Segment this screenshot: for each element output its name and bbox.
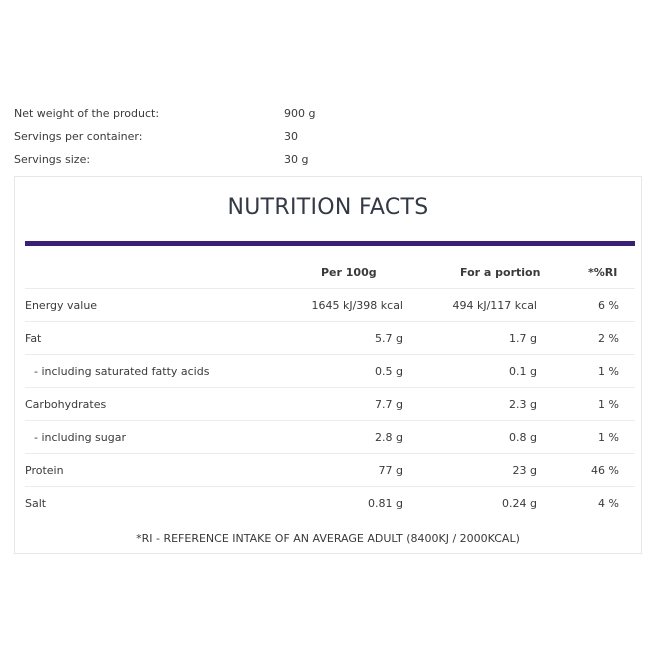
ri-footnote: *RI - REFERENCE INTAKE OF AN AVERAGE ADU… xyxy=(136,532,520,545)
value-per-100g: 1645 kJ/398 kcal xyxy=(311,299,403,312)
value-per-100g: 5.7 g xyxy=(375,332,403,345)
title-accent-bar xyxy=(25,241,635,246)
nutrition-facts-panel: NUTRITION FACTS Per 100g For a portion *… xyxy=(14,176,642,554)
value-ri: 2 % xyxy=(598,332,619,345)
table-row-protein: Protein 77 g 23 g 46 % xyxy=(25,454,635,487)
nutrition-table: Per 100g For a portion *%RI Energy value… xyxy=(25,256,635,520)
value-ri: 1 % xyxy=(598,431,619,444)
meta-label: Servings size: xyxy=(14,153,91,166)
header-ri: *%RI xyxy=(588,266,618,279)
value-ri: 46 % xyxy=(591,464,619,477)
meta-row-serving-size: Servings size: 30 g xyxy=(14,150,634,173)
value-per-portion: 0.1 g xyxy=(509,365,537,378)
nutrient-name: - including sugar xyxy=(34,431,127,444)
value-ri: 6 % xyxy=(598,299,619,312)
value-ri: 1 % xyxy=(598,398,619,411)
table-header-row: Per 100g For a portion *%RI xyxy=(25,256,635,289)
nutrient-name: Salt xyxy=(25,497,47,510)
value-per-portion: 0.24 g xyxy=(502,497,537,510)
nutrient-name: Energy value xyxy=(25,299,98,312)
value-per-100g: 2.8 g xyxy=(375,431,403,444)
value-per-100g: 0.5 g xyxy=(375,365,403,378)
meta-label: Servings per container: xyxy=(14,130,143,143)
nutrient-name: Fat xyxy=(25,332,42,345)
meta-value: 900 g xyxy=(284,107,316,120)
table-row-sugar: - including sugar 2.8 g 0.8 g 1 % xyxy=(25,421,635,454)
value-ri: 1 % xyxy=(598,365,619,378)
nutrition-facts-title: NUTRITION FACTS xyxy=(227,195,429,220)
value-per-100g: 77 g xyxy=(378,464,403,477)
value-ri: 4 % xyxy=(598,497,619,510)
meta-value: 30 g xyxy=(284,153,309,166)
value-per-portion: 0.8 g xyxy=(509,431,537,444)
table-row-fat: Fat 5.7 g 1.7 g 2 % xyxy=(25,322,635,355)
value-per-portion: 1.7 g xyxy=(509,332,537,345)
meta-row-servings-per-container: Servings per container: 30 xyxy=(14,127,634,150)
meta-label: Net weight of the product: xyxy=(14,107,160,120)
meta-row-net-weight: Net weight of the product: 900 g xyxy=(14,104,634,127)
product-meta: Net weight of the product: 900 g Serving… xyxy=(14,104,634,173)
table-row-carbohydrates: Carbohydrates 7.7 g 2.3 g 1 % xyxy=(25,388,635,421)
table-row-salt: Salt 0.81 g 0.24 g 4 % xyxy=(25,487,635,520)
value-per-100g: 0.81 g xyxy=(368,497,403,510)
nutrient-name: Protein xyxy=(25,464,64,477)
header-per-portion: For a portion xyxy=(460,266,541,279)
nutrient-name: - including saturated fatty acids xyxy=(34,365,210,378)
nutrient-name: Carbohydrates xyxy=(25,398,107,411)
value-per-portion: 23 g xyxy=(512,464,537,477)
header-per-100g: Per 100g xyxy=(321,266,377,279)
value-per-portion: 494 kJ/117 kcal xyxy=(452,299,537,312)
meta-value: 30 xyxy=(284,130,298,143)
table-row-energy: Energy value 1645 kJ/398 kcal 494 kJ/117… xyxy=(25,289,635,322)
table-row-saturated-fat: - including saturated fatty acids 0.5 g … xyxy=(25,355,635,388)
value-per-portion: 2.3 g xyxy=(509,398,537,411)
value-per-100g: 7.7 g xyxy=(375,398,403,411)
